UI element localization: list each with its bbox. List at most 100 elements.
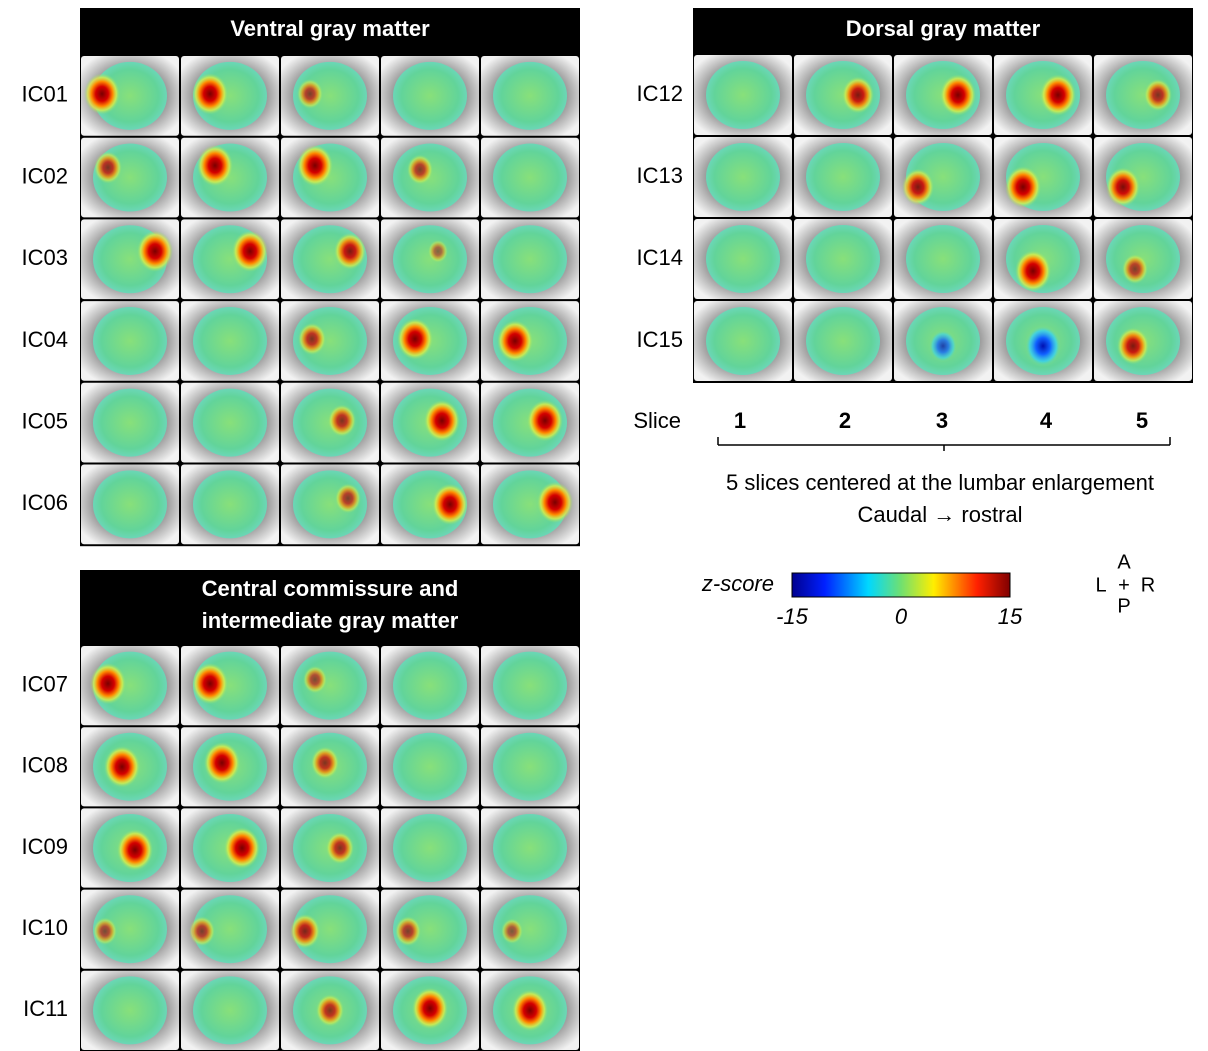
activation xyxy=(1025,325,1061,366)
slice-image xyxy=(181,890,279,969)
cord xyxy=(806,143,880,211)
slice-image xyxy=(81,219,179,299)
row-label: IC10 xyxy=(22,915,68,940)
slice-image xyxy=(481,383,579,463)
slice-image xyxy=(481,646,579,725)
activation xyxy=(527,400,563,441)
activation xyxy=(311,747,339,779)
cord xyxy=(193,470,267,538)
slice-image xyxy=(281,383,379,463)
activation xyxy=(204,742,240,783)
slice-image xyxy=(381,646,479,725)
activation xyxy=(224,827,260,868)
slice-image xyxy=(381,138,479,218)
activation xyxy=(334,233,366,270)
colorbar xyxy=(792,573,1010,597)
row-label: IC09 xyxy=(22,834,68,859)
slice-image xyxy=(381,808,479,887)
slice-image xyxy=(994,55,1092,135)
slice-image xyxy=(281,138,379,218)
activation xyxy=(297,145,333,186)
row-label: IC03 xyxy=(22,245,68,270)
orientation: + xyxy=(1118,574,1130,596)
activation xyxy=(189,916,215,946)
slice-image xyxy=(81,465,179,545)
row-label: IC13 xyxy=(637,163,683,188)
cord xyxy=(706,307,780,375)
slice-image xyxy=(894,55,992,135)
row-label: IC04 xyxy=(22,327,68,352)
cord xyxy=(93,470,167,538)
caption: Caudal → rostral xyxy=(857,502,1022,527)
activation xyxy=(93,917,117,945)
slice-number: 5 xyxy=(1136,408,1148,433)
caption: 5 slices centered at the lumbar enlargem… xyxy=(726,470,1154,495)
slice-image xyxy=(281,219,379,299)
slice-image xyxy=(481,727,579,806)
slice-image xyxy=(1094,301,1192,381)
slice-image xyxy=(481,808,579,887)
slice-image xyxy=(381,56,479,136)
slice-image xyxy=(694,301,792,381)
panel-title: intermediate gray matter xyxy=(202,608,459,633)
figure: Slice 5 slices centered at the lumbar en… xyxy=(0,0,1208,1051)
colorbar-tick-label: -15 xyxy=(776,604,809,629)
activation xyxy=(328,405,356,437)
slice-image xyxy=(281,465,379,545)
panel-title: Central commissure and xyxy=(202,576,459,601)
activation xyxy=(298,323,326,355)
slice-image xyxy=(381,727,479,806)
slice-number: 4 xyxy=(1040,408,1053,433)
slice-image xyxy=(181,138,279,218)
row-label: IC08 xyxy=(22,753,68,778)
slice-image xyxy=(81,890,179,969)
cord xyxy=(806,225,880,293)
cord xyxy=(393,814,467,882)
activation xyxy=(929,330,957,362)
row-label: IC12 xyxy=(637,81,683,106)
cord xyxy=(393,733,467,801)
slice-image xyxy=(481,465,579,545)
slice-image xyxy=(181,56,279,136)
slice-image xyxy=(894,301,992,381)
row-label: IC06 xyxy=(22,490,68,515)
slice-image xyxy=(81,56,179,136)
slice-image xyxy=(694,55,792,135)
slice-image xyxy=(181,219,279,299)
slice-image xyxy=(381,890,479,969)
activation xyxy=(902,169,934,206)
slice-image xyxy=(794,219,892,299)
activation xyxy=(1005,166,1041,207)
activation xyxy=(1015,250,1051,291)
activation xyxy=(497,320,533,361)
slice-image xyxy=(794,137,892,217)
activation xyxy=(192,663,228,704)
activation xyxy=(137,231,173,272)
slice-image xyxy=(181,646,279,725)
activation xyxy=(428,240,448,263)
slice-label: Slice xyxy=(633,408,681,433)
slice-image xyxy=(694,137,792,217)
slice-image xyxy=(994,301,1092,381)
slice-image xyxy=(1094,219,1192,299)
slice-image xyxy=(1094,55,1192,135)
slice-image xyxy=(181,383,279,463)
activation xyxy=(297,79,323,109)
slice-image xyxy=(1094,137,1192,217)
activation xyxy=(1117,328,1149,365)
panel-title: Ventral gray matter xyxy=(230,16,430,41)
activation xyxy=(1040,74,1076,115)
activation xyxy=(397,318,433,359)
cord xyxy=(93,389,167,457)
cord xyxy=(393,225,467,293)
slice-image xyxy=(481,301,579,381)
slice-image xyxy=(694,219,792,299)
activation xyxy=(940,74,976,115)
slice-image xyxy=(994,219,1092,299)
slice-image xyxy=(481,219,579,299)
slice-image xyxy=(481,56,579,136)
activation xyxy=(84,73,120,114)
activation xyxy=(842,77,874,114)
slice-image xyxy=(181,971,279,1050)
activation xyxy=(303,666,327,694)
